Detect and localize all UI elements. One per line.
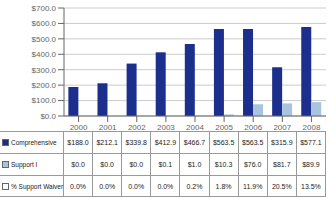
html-text:$0.0: $0.0 bbox=[100, 161, 114, 168]
svg-text:$500.0: $500.0 bbox=[32, 35, 57, 44]
svg-text:2008: 2008 bbox=[303, 123, 321, 130]
html-text:$0.1: $0.1 bbox=[158, 161, 173, 168]
html-text:$212.1: $212.1 bbox=[96, 139, 118, 146]
html-text:20.5%: 20.5% bbox=[271, 182, 292, 190]
svg-text:2006: 2006 bbox=[244, 123, 262, 130]
html-text:$76.0: $76.0 bbox=[243, 161, 262, 168]
svg-text:2005: 2005 bbox=[215, 123, 233, 130]
html-text:Support I: Support I bbox=[11, 161, 38, 168]
svg-text:$0.0: $0.0 bbox=[40, 112, 56, 121]
svg-text:2002: 2002 bbox=[128, 123, 146, 130]
html-text:1.8%: 1.8% bbox=[215, 182, 232, 190]
svg-text:$600.0: $600.0 bbox=[32, 19, 57, 28]
html-text:13.5%: 13.5% bbox=[301, 182, 321, 190]
html-text:$188.0: $188.0 bbox=[67, 139, 89, 146]
html-text:$89.9: $89.9 bbox=[302, 161, 320, 168]
html-text:$563.5: $563.5 bbox=[212, 139, 235, 146]
html-text:11.9%: 11.9% bbox=[243, 182, 263, 190]
html-text:$339.8: $339.8 bbox=[125, 139, 147, 146]
svg-text:2000: 2000 bbox=[70, 123, 88, 130]
html-text:$563.5: $563.5 bbox=[242, 139, 264, 146]
html-text:0.2%: 0.2% bbox=[186, 182, 203, 190]
svg-text:$200.0: $200.0 bbox=[32, 81, 57, 90]
html-text:% Support Waiver: % Support Waiver bbox=[11, 182, 64, 190]
html-text:$10.3: $10.3 bbox=[214, 161, 233, 168]
html-text:$466.7: $466.7 bbox=[183, 139, 206, 146]
html-text:0.0%: 0.0% bbox=[70, 182, 86, 190]
html-text:0.0%: 0.0% bbox=[128, 182, 145, 190]
svg-text:2007: 2007 bbox=[273, 123, 291, 130]
html-text:$81.7: $81.7 bbox=[273, 161, 291, 168]
svg-text:$700.0: $700.0 bbox=[32, 4, 57, 13]
svg-text:2001: 2001 bbox=[99, 123, 117, 130]
html-text:$1.0: $1.0 bbox=[187, 161, 202, 168]
html-text:Comprehensive: Comprehensive bbox=[11, 139, 57, 146]
svg-text:$300.0: $300.0 bbox=[32, 66, 57, 75]
html-text:0.0%: 0.0% bbox=[99, 182, 116, 190]
svg-text:$100.0: $100.0 bbox=[32, 96, 57, 105]
html-text:$0.0: $0.0 bbox=[129, 161, 144, 168]
html-text:$315.9: $315.9 bbox=[271, 139, 293, 146]
svg-text:2003: 2003 bbox=[157, 123, 175, 130]
html-text:0.0%: 0.0% bbox=[157, 182, 174, 190]
html-text:$0.0: $0.0 bbox=[71, 161, 85, 168]
svg-text:$400.0: $400.0 bbox=[32, 50, 57, 59]
html-text:$577.1: $577.1 bbox=[300, 139, 322, 146]
svg-text:2004: 2004 bbox=[186, 123, 204, 130]
html-text:$412.9: $412.9 bbox=[154, 139, 177, 146]
